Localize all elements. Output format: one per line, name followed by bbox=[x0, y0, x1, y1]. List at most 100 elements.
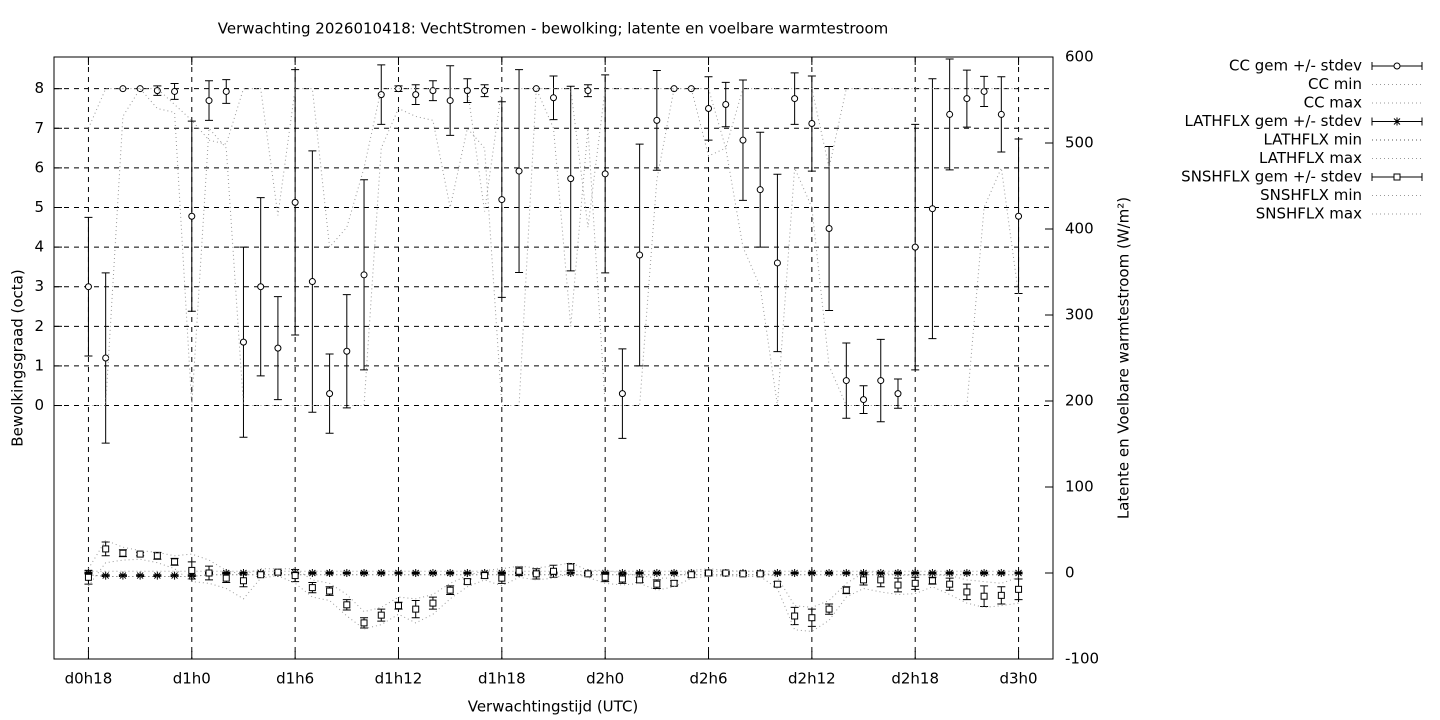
x-tick-label: d0h18 bbox=[65, 670, 113, 688]
y2-axis-label: Latente en Voelbare warmtestroom (W/m²) bbox=[1115, 197, 1133, 519]
point-marker bbox=[222, 574, 230, 582]
point-marker bbox=[997, 591, 1005, 599]
y2-tick-label: 0 bbox=[1065, 564, 1075, 582]
y-axis-label: Bewolkingsgraad (octa) bbox=[9, 269, 27, 446]
y-tick-label: 3 bbox=[34, 277, 44, 295]
point-marker bbox=[498, 196, 506, 204]
point-marker bbox=[860, 576, 868, 584]
y2-tick-label: 600 bbox=[1065, 48, 1094, 66]
plot-frame bbox=[53, 56, 1054, 660]
y-tick-label: 2 bbox=[34, 317, 44, 335]
point-marker bbox=[291, 198, 299, 206]
point-marker bbox=[412, 91, 420, 99]
point-marker bbox=[1393, 62, 1401, 70]
point-marker bbox=[636, 251, 644, 259]
point-marker bbox=[188, 566, 196, 574]
point-marker bbox=[360, 569, 369, 577]
point-marker bbox=[636, 576, 644, 584]
point-marker bbox=[928, 577, 936, 585]
point-marker bbox=[705, 104, 713, 112]
point-marker bbox=[653, 580, 661, 588]
range-line bbox=[87, 88, 1019, 249]
point-marker bbox=[515, 567, 523, 575]
point-marker bbox=[136, 550, 144, 558]
point-marker bbox=[481, 87, 489, 95]
legend-label: LATHFLX min bbox=[1263, 131, 1362, 149]
point-marker bbox=[997, 569, 1006, 577]
x-tick-label: d3h0 bbox=[999, 670, 1037, 688]
point-marker bbox=[394, 569, 403, 577]
point-marker bbox=[446, 569, 455, 577]
y2-tick-label: 100 bbox=[1065, 478, 1094, 496]
point-marker bbox=[377, 569, 386, 577]
point-marker bbox=[274, 568, 282, 576]
point-marker bbox=[394, 85, 402, 93]
point-marker bbox=[1014, 569, 1023, 577]
point-marker bbox=[790, 569, 799, 577]
legend-label: LATHFLX max bbox=[1259, 149, 1362, 167]
point-marker bbox=[428, 569, 437, 577]
point-marker bbox=[860, 396, 868, 404]
point-marker bbox=[412, 605, 420, 613]
point-marker bbox=[326, 587, 334, 595]
point-marker bbox=[756, 186, 764, 194]
point-marker bbox=[446, 586, 454, 594]
point-marker bbox=[997, 110, 1005, 118]
point-marker bbox=[807, 569, 816, 577]
point-marker bbox=[291, 572, 299, 580]
point-marker bbox=[360, 619, 368, 627]
point-marker bbox=[980, 569, 989, 577]
y-tick-label: 5 bbox=[34, 198, 44, 216]
y2-tick-label: 400 bbox=[1065, 220, 1094, 238]
y-tick-label: 1 bbox=[34, 356, 44, 374]
point-marker bbox=[532, 85, 540, 93]
point-marker bbox=[825, 569, 834, 577]
point-marker bbox=[911, 579, 919, 587]
point-marker bbox=[842, 569, 851, 577]
point-marker bbox=[119, 549, 127, 557]
point-marker bbox=[342, 569, 351, 577]
point-marker bbox=[136, 85, 144, 93]
point-marker bbox=[308, 584, 316, 592]
point-marker bbox=[894, 390, 902, 398]
point-marker bbox=[153, 571, 162, 580]
point-marker bbox=[946, 580, 954, 588]
point-marker bbox=[893, 569, 902, 577]
point-marker bbox=[222, 87, 230, 95]
plot-area bbox=[84, 58, 1023, 632]
point-marker bbox=[257, 571, 265, 579]
point-marker bbox=[946, 110, 954, 118]
point-marker bbox=[463, 569, 472, 577]
legend-label: CC max bbox=[1304, 94, 1363, 112]
point-marker bbox=[411, 569, 420, 577]
legend-label: SNSHFLX min bbox=[1260, 186, 1362, 204]
point-marker bbox=[894, 581, 902, 589]
point-marker bbox=[635, 569, 644, 577]
point-marker bbox=[257, 283, 265, 291]
legend-label: LATHFLX gem +/- stdev bbox=[1184, 112, 1362, 130]
point-marker bbox=[687, 571, 695, 579]
point-marker bbox=[377, 91, 385, 99]
x-tick-label: d1h18 bbox=[478, 670, 526, 688]
point-marker bbox=[670, 579, 678, 587]
point-marker bbox=[618, 390, 626, 398]
point-marker bbox=[808, 614, 816, 622]
point-marker bbox=[188, 212, 196, 220]
point-marker bbox=[343, 601, 351, 609]
point-marker bbox=[153, 552, 161, 560]
point-marker bbox=[274, 344, 282, 352]
point-marker bbox=[739, 570, 747, 578]
point-marker bbox=[584, 570, 592, 578]
x-tick-label: d1h6 bbox=[276, 670, 314, 688]
x-tick-label: d2h18 bbox=[891, 670, 939, 688]
point-marker bbox=[84, 283, 92, 291]
point-marker bbox=[962, 569, 971, 577]
point-marker bbox=[360, 271, 368, 279]
point-marker bbox=[722, 569, 730, 577]
x-axis-label: Verwachtingstijd (UTC) bbox=[468, 698, 639, 716]
point-marker bbox=[739, 136, 747, 144]
point-marker bbox=[84, 573, 92, 581]
point-marker bbox=[239, 569, 248, 577]
point-marker bbox=[825, 605, 833, 613]
